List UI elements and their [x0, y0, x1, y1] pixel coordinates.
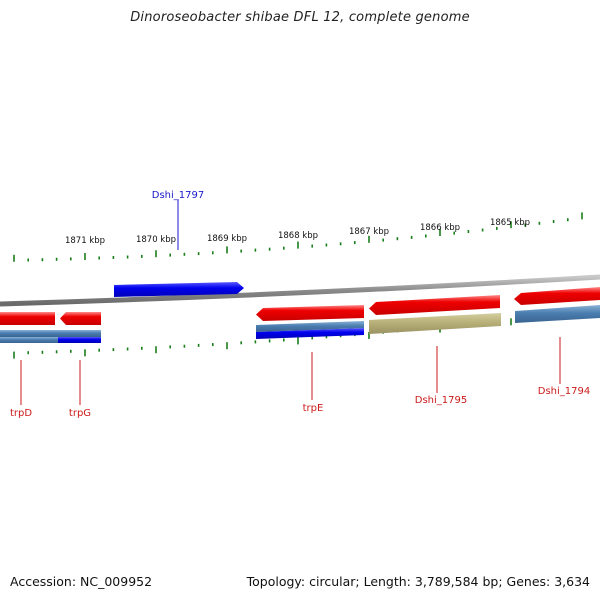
gene-label-trpd[interactable]: trpD	[10, 408, 32, 419]
scale-label: 1868 kbp	[278, 231, 318, 241]
scale-label: 1865 kbp	[490, 218, 530, 228]
cds-dshi-1794[interactable]	[514, 287, 600, 305]
cds-trpe[interactable]	[256, 305, 364, 321]
cds-trpg-forward[interactable]	[58, 337, 101, 343]
cds-trpg[interactable]	[60, 312, 101, 325]
gene-label-dshi-1794[interactable]: Dshi_1794	[538, 386, 590, 397]
scale-labels: 1871 kbp 1870 kbp 1869 kbp 1868 kbp 1867…	[65, 218, 530, 246]
gene-bar-dshi-1794[interactable]	[515, 305, 600, 323]
scale-label: 1870 kbp	[136, 235, 176, 245]
gene-label-trpg[interactable]: trpG	[69, 408, 91, 419]
gene-label-dshi-1795[interactable]: Dshi_1795	[415, 395, 467, 406]
map-title: Dinoroseobacter shibae DFL 12, complete …	[130, 10, 470, 25]
accession-text: Accession: NC_009952	[10, 574, 153, 589]
cds-dshi-1795[interactable]	[369, 295, 500, 315]
gene-bar-trpe[interactable]	[256, 321, 364, 332]
scale-label: 1866 kbp	[420, 223, 460, 233]
genome-summary-text: Topology: circular; Length: 3,789,584 bp…	[246, 574, 590, 589]
gene-label-trpe[interactable]: trpE	[303, 403, 324, 414]
top-ticks	[13, 212, 583, 262]
scale-label: 1871 kbp	[65, 236, 105, 246]
gene-bar-dshi-1795[interactable]	[369, 313, 501, 334]
cds-trpd[interactable]	[0, 312, 55, 325]
genome-backbone	[0, 274, 600, 307]
gene-label-dshi-1797[interactable]: Dshi_1797	[152, 190, 204, 201]
scale-label: 1867 kbp	[349, 227, 389, 237]
cds-dshi-1797[interactable]	[114, 282, 244, 297]
gene-bar-trpd[interactable]	[0, 330, 101, 337]
gene-bar-trpd-lower[interactable]	[0, 337, 58, 343]
cds-trpe-forward[interactable]	[256, 328, 364, 339]
scale-label: 1869 kbp	[207, 234, 247, 244]
